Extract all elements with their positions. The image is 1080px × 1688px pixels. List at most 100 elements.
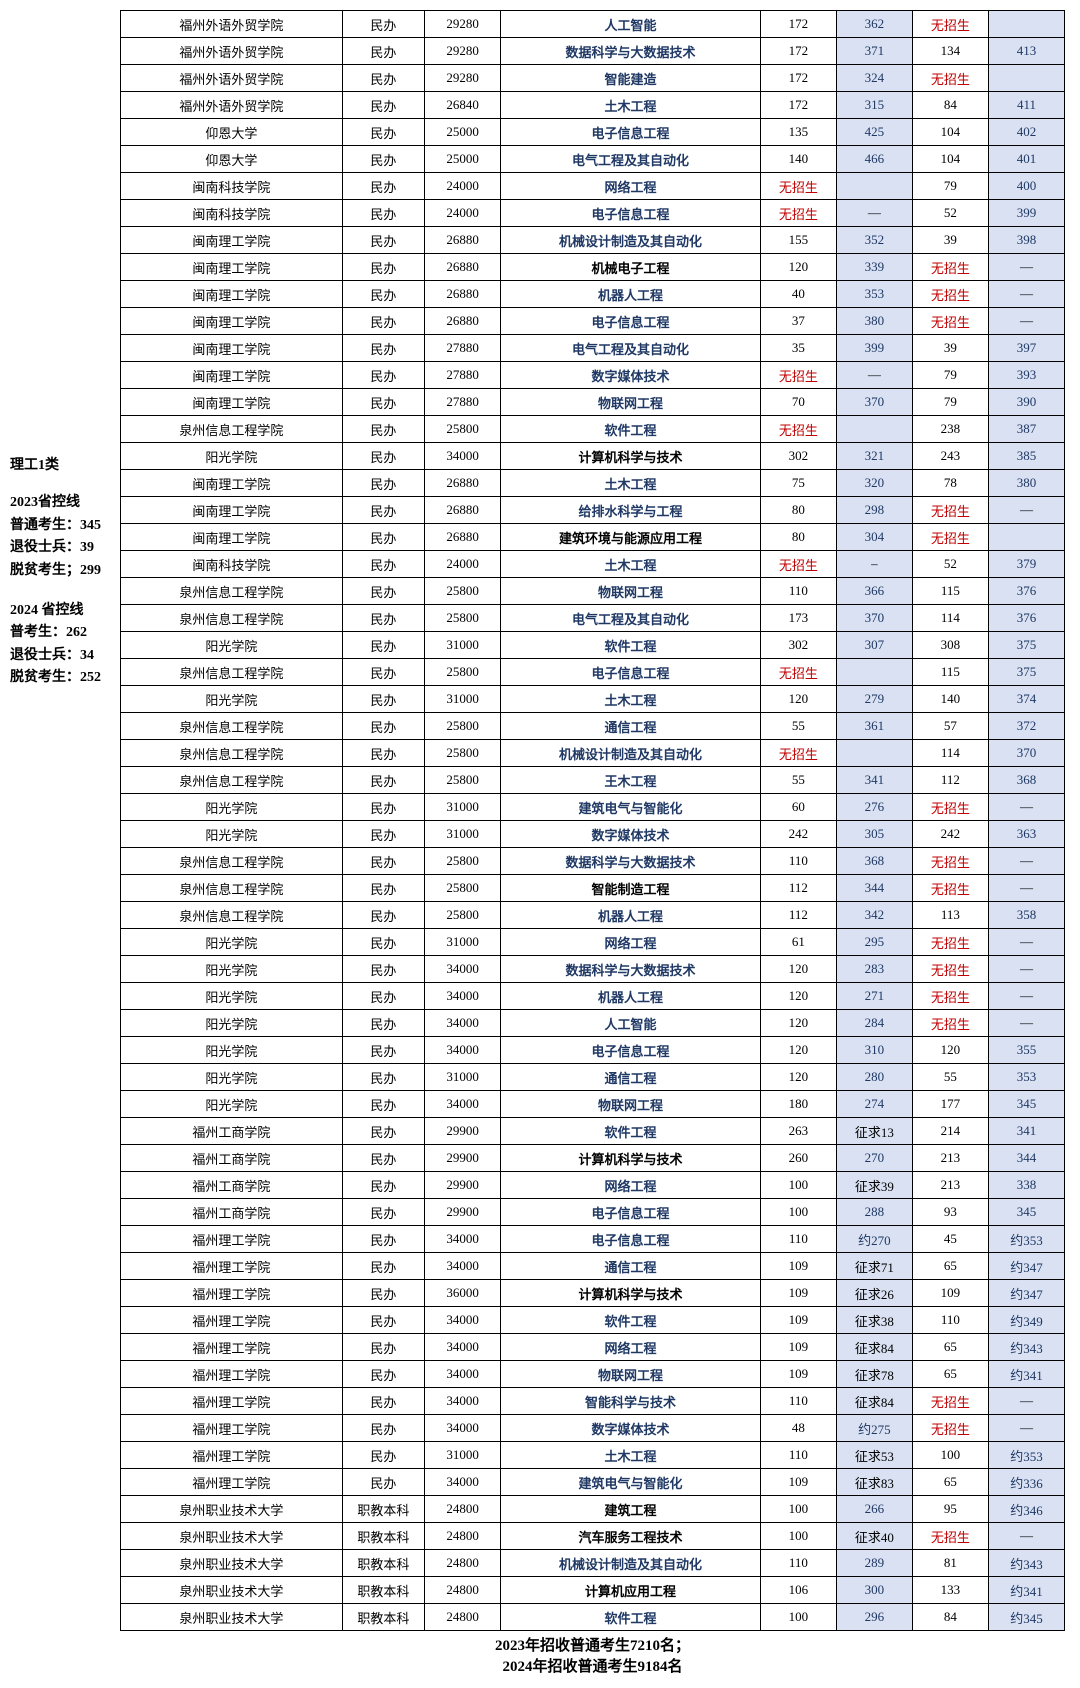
table-row: 阳光学院民办34000机器人工程120271无招生—: [121, 983, 1065, 1010]
cell-major: 汽车服务工程技术: [501, 1523, 761, 1550]
table-row: 闽南理工学院民办27880电气工程及其自动化3539939397: [121, 335, 1065, 362]
cell-major: 电子信息工程: [501, 1199, 761, 1226]
cell-major: 数据科学与大数据技术: [501, 848, 761, 875]
cell-c2: 征求53: [836, 1442, 912, 1469]
cell-c4: 约347: [988, 1253, 1064, 1280]
cell-c2: 289: [836, 1550, 912, 1577]
cell-school: 阳光学院: [121, 794, 343, 821]
cell-type: 民办: [342, 821, 424, 848]
cell-tuition: 34000: [425, 443, 501, 470]
cell-c3: 无招生: [912, 254, 988, 281]
cell-c1: 180: [760, 1091, 836, 1118]
cell-tuition: 24000: [425, 200, 501, 227]
cell-c3: 100: [912, 1442, 988, 1469]
cell-type: 民办: [342, 983, 424, 1010]
cell-school: 阳光学院: [121, 983, 343, 1010]
cell-school: 泉州信息工程学院: [121, 659, 343, 686]
cell-tuition: 25800: [425, 713, 501, 740]
cell-c4: —: [988, 1388, 1064, 1415]
cell-c2: 283: [836, 956, 912, 983]
cell-c2: 361: [836, 713, 912, 740]
cell-c4: —: [988, 254, 1064, 281]
cell-tuition: 25800: [425, 416, 501, 443]
cell-type: 民办: [342, 578, 424, 605]
cell-c4: 约336: [988, 1469, 1064, 1496]
cell-major: 机械设计制造及其自动化: [501, 227, 761, 254]
cell-c3: 115: [912, 659, 988, 686]
table-row: 福州理工学院民办34000电子信息工程110约27045约353: [121, 1226, 1065, 1253]
table-row: 泉州信息工程学院民办25800通信工程5536157372: [121, 713, 1065, 740]
cell-c4: 375: [988, 659, 1064, 686]
cell-c1: 100: [760, 1199, 836, 1226]
cell-c4: 约341: [988, 1361, 1064, 1388]
cell-tuition: 26880: [425, 308, 501, 335]
line: 2024 省控线: [10, 600, 120, 622]
cell-c3: 39: [912, 335, 988, 362]
cell-c1: 无招生: [760, 740, 836, 767]
cell-major: 建筑环境与能源应用工程: [501, 524, 761, 551]
cell-c2: —: [836, 362, 912, 389]
cell-c2: 352: [836, 227, 912, 254]
cell-school: 福州工商学院: [121, 1199, 343, 1226]
cell-type: 民办: [342, 848, 424, 875]
cell-school: 福州理工学院: [121, 1307, 343, 1334]
table-row: 福州理工学院民办34000数字媒体技术48约275无招生—: [121, 1415, 1065, 1442]
cell-major: 人工智能: [501, 11, 761, 38]
cell-c1: 302: [760, 632, 836, 659]
table-row: 泉州职业技术大学职教本科24800软件工程10029684约345: [121, 1604, 1065, 1631]
cell-school: 泉州职业技术大学: [121, 1550, 343, 1577]
cell-c3: 112: [912, 767, 988, 794]
cell-c2: 380: [836, 308, 912, 335]
table-row: 阳光学院民办31000网络工程61295无招生—: [121, 929, 1065, 956]
table-row: 泉州信息工程学院民办25800物联网工程110366115376: [121, 578, 1065, 605]
cell-type: 民办: [342, 632, 424, 659]
cell-major: 土木工程: [501, 686, 761, 713]
cell-school: 泉州信息工程学院: [121, 740, 343, 767]
cell-school: 泉州信息工程学院: [121, 902, 343, 929]
cell-c3: 79: [912, 389, 988, 416]
cell-major: 电子信息工程: [501, 308, 761, 335]
cell-c3: 242: [912, 821, 988, 848]
cell-tuition: 25800: [425, 605, 501, 632]
cell-school: 仰恩大学: [121, 146, 343, 173]
cell-type: 民办: [342, 1037, 424, 1064]
cell-c2: 466: [836, 146, 912, 173]
cell-c1: 109: [760, 1334, 836, 1361]
cell-major: 通信工程: [501, 1253, 761, 1280]
cell-c1: 110: [760, 1226, 836, 1253]
cell-type: 民办: [342, 146, 424, 173]
cell-c4: [988, 524, 1064, 551]
cell-type: 民办: [342, 875, 424, 902]
cell-c2: [836, 659, 912, 686]
cell-tuition: 36000: [425, 1280, 501, 1307]
cell-c3: 无招生: [912, 497, 988, 524]
cell-school: 闽南理工学院: [121, 281, 343, 308]
table-row: 阳光学院民办34000电子信息工程120310120355: [121, 1037, 1065, 1064]
cell-c2: 征求38: [836, 1307, 912, 1334]
cell-tuition: 26880: [425, 497, 501, 524]
table-row: 闽南理工学院民办26880给排水科学与工程80298无招生—: [121, 497, 1065, 524]
cell-school: 福州理工学院: [121, 1442, 343, 1469]
table-row: 泉州职业技术大学职教本科24800建筑工程10026695约346: [121, 1496, 1065, 1523]
cell-type: 民办: [342, 389, 424, 416]
cell-c4: 368: [988, 767, 1064, 794]
cell-c4: —: [988, 929, 1064, 956]
table-row: 福州外语外贸学院民办29280智能建造172324无招生: [121, 65, 1065, 92]
cell-school: 闽南科技学院: [121, 200, 343, 227]
cell-c1: 120: [760, 1037, 836, 1064]
cell-c1: 112: [760, 902, 836, 929]
cell-c4: 390: [988, 389, 1064, 416]
cell-c3: 114: [912, 740, 988, 767]
cell-school: 泉州信息工程学院: [121, 605, 343, 632]
cell-tuition: 31000: [425, 794, 501, 821]
cell-c4: 约345: [988, 1604, 1064, 1631]
cell-type: 民办: [342, 1199, 424, 1226]
cell-tuition: 34000: [425, 1469, 501, 1496]
cell-type: 民办: [342, 254, 424, 281]
cell-major: 计算机科学与技术: [501, 1280, 761, 1307]
cell-tuition: 29280: [425, 65, 501, 92]
cell-c3: 213: [912, 1145, 988, 1172]
cell-school: 泉州职业技术大学: [121, 1604, 343, 1631]
cell-major: 土木工程: [501, 551, 761, 578]
cell-c1: 无招生: [760, 173, 836, 200]
